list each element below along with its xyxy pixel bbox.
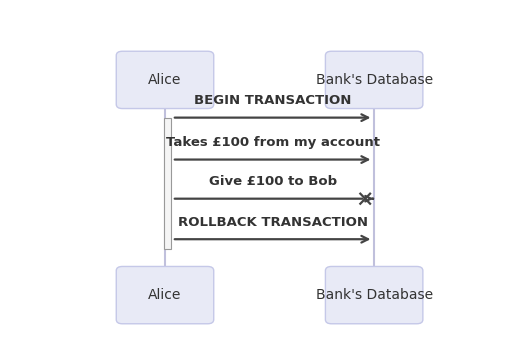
FancyBboxPatch shape [325,266,423,324]
FancyBboxPatch shape [116,51,214,109]
FancyBboxPatch shape [116,266,214,324]
Text: BEGIN TRANSACTION: BEGIN TRANSACTION [194,94,351,107]
Bar [164,118,171,249]
Text: Alice: Alice [148,288,182,302]
Text: Alice: Alice [148,73,182,87]
Text: Give £100 to Bob: Give £100 to Bob [209,175,337,188]
Text: ROLLBACK TRANSACTION: ROLLBACK TRANSACTION [178,216,368,229]
Text: Bank's Database: Bank's Database [315,73,433,87]
Text: Bank's Database: Bank's Database [315,288,433,302]
FancyBboxPatch shape [325,51,423,109]
Text: Takes £100 from my account: Takes £100 from my account [166,136,379,149]
